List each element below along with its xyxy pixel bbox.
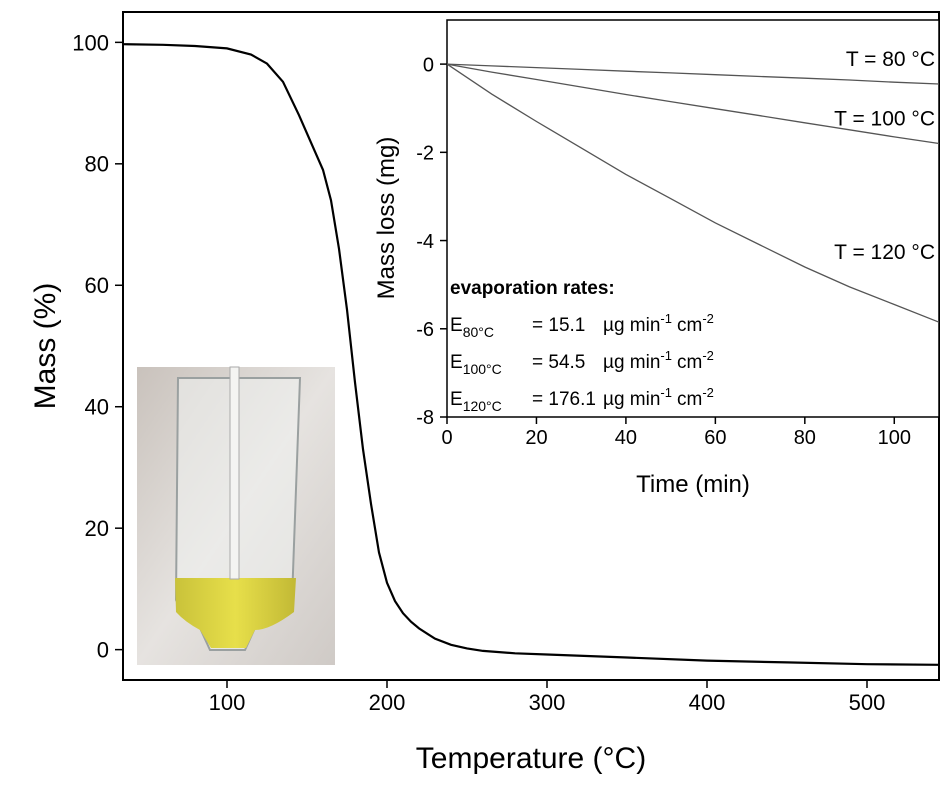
x-tick-label: 500	[849, 690, 886, 715]
rate-part: -2	[702, 311, 714, 326]
rate-part: -2	[702, 385, 714, 400]
rate-part: µg min	[603, 389, 660, 410]
y-tick-label: 80	[85, 152, 109, 177]
rate-part: = 15.1	[532, 315, 585, 336]
data-line	[446, 63, 940, 145]
rate-part: cm	[677, 389, 702, 410]
data-line	[122, 43, 940, 666]
y-axis-label: Mass (%)	[29, 283, 62, 410]
x-tick-label: 20	[525, 427, 547, 449]
x-tick-label: 100	[209, 690, 246, 715]
rate-part: µg min	[603, 315, 660, 336]
rate-part: -1	[660, 385, 672, 400]
y-tick-label: 20	[85, 516, 109, 541]
inset-x-axis-label: Time (min)	[636, 471, 750, 498]
x-tick-label: 100	[878, 427, 911, 449]
x-tick-label: 80	[794, 427, 816, 449]
x-axis-label: Temperature (°C)	[416, 742, 646, 775]
x-tick-label: 0	[441, 427, 452, 449]
rate-part: = 176.1	[532, 389, 596, 410]
rate-part: 120°C	[463, 398, 502, 414]
y-tick-label: -6	[416, 319, 434, 341]
rate-part: -1	[660, 311, 672, 326]
rate-label: E120°C = 176.1 µg min-1 cm-2	[450, 385, 714, 414]
rate-part: 80°C	[463, 324, 494, 340]
y-tick-label: 40	[85, 395, 109, 420]
y-tick-label: -2	[416, 143, 434, 165]
y-tick-label: 0	[97, 638, 109, 663]
y-tick-label: -4	[416, 231, 434, 253]
series-label: T = 120 °C	[834, 241, 935, 264]
photo	[137, 366, 335, 665]
rate-part: cm	[677, 315, 702, 336]
rate-part: E	[450, 315, 463, 336]
x-tick-label: 400	[689, 690, 726, 715]
rate-part: E	[450, 352, 463, 373]
inset-frame	[446, 19, 940, 418]
rate-part: -2	[702, 348, 714, 363]
y-tick-label: -8	[416, 407, 434, 429]
series-label: T = 80 °C	[846, 48, 935, 71]
rate-label: E100°C = 54.5 µg min-1 cm-2	[450, 348, 714, 377]
x-tick-label: 300	[529, 690, 566, 715]
series-label: T = 100 °C	[834, 108, 935, 131]
rate-part: 100°C	[463, 361, 502, 377]
rate-part: µg min	[603, 352, 660, 373]
rate-part: E	[450, 389, 463, 410]
data-line	[446, 63, 940, 323]
y-tick-label: 60	[85, 273, 109, 298]
annotation-title: evaporation rates:	[450, 278, 615, 299]
y-tick-label: 0	[423, 54, 434, 76]
x-tick-label: 200	[369, 690, 406, 715]
rate-part: = 54.5	[532, 352, 585, 373]
rate-label: E80°C = 15.1 µg min-1 cm-2	[450, 311, 714, 340]
rate-part: -1	[660, 348, 672, 363]
y-tick-label: 100	[72, 30, 109, 55]
data-line	[446, 63, 940, 85]
x-tick-label: 40	[615, 427, 637, 449]
rate-part: cm	[677, 352, 702, 373]
inset-y-axis-label: Mass loss (mg)	[373, 137, 400, 300]
x-tick-label: 60	[704, 427, 726, 449]
